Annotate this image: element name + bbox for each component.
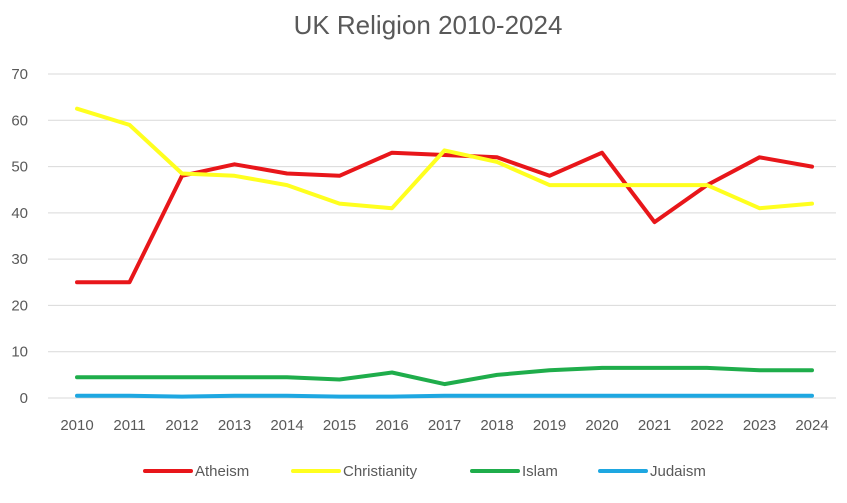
y-tick-label: 30 [11,251,28,268]
x-tick-label: 2024 [795,417,828,434]
x-tick-label: 2021 [638,417,671,434]
x-tick-label: 2015 [323,417,356,434]
chart-title: UK Religion 2010-2024 [294,10,563,40]
gridlines [48,73,836,399]
series-line-islam [75,365,814,387]
series-line-judaism [75,393,814,399]
series-line-christianity [75,106,814,211]
x-tick-label: 2010 [60,417,93,434]
series-lines [75,106,814,399]
y-tick-label: 20 [11,297,28,314]
series-line-atheism [75,150,814,285]
x-tick-label: 2020 [585,417,618,434]
x-tick-label: 2018 [480,417,513,434]
legend-label-judaism: Judaism [650,463,706,480]
y-tick-label: 10 [11,344,28,361]
x-tick-label: 2012 [165,417,198,434]
x-tick-label: 2023 [743,417,776,434]
y-tick-label: 60 [11,112,28,129]
legend-label-christianity: Christianity [343,463,418,480]
x-tick-label: 2013 [218,417,251,434]
y-tick-label: 50 [11,159,28,176]
y-tick-label: 40 [11,205,28,222]
x-tick-label: 2016 [375,417,408,434]
x-axis-ticks: 2010 2011 2012 2013 2014 2015 2016 2017 2018 2019… [60,417,828,434]
x-tick-label: 2022 [690,417,723,434]
legend-label-islam: Islam [522,463,558,480]
y-tick-label: 0 [20,390,28,407]
x-tick-label: 2014 [270,417,303,434]
legend-label-atheism: Atheism [195,463,249,480]
x-tick-label: 2017 [428,417,461,434]
y-axis-ticks: 0 10 20 30 40 50 60 70 [11,66,28,407]
x-tick-label: 2019 [533,417,566,434]
legend: Atheism Christianity Islam Judaism [143,463,706,480]
y-tick-label: 70 [11,66,28,83]
x-tick-label: 2011 [113,417,145,434]
